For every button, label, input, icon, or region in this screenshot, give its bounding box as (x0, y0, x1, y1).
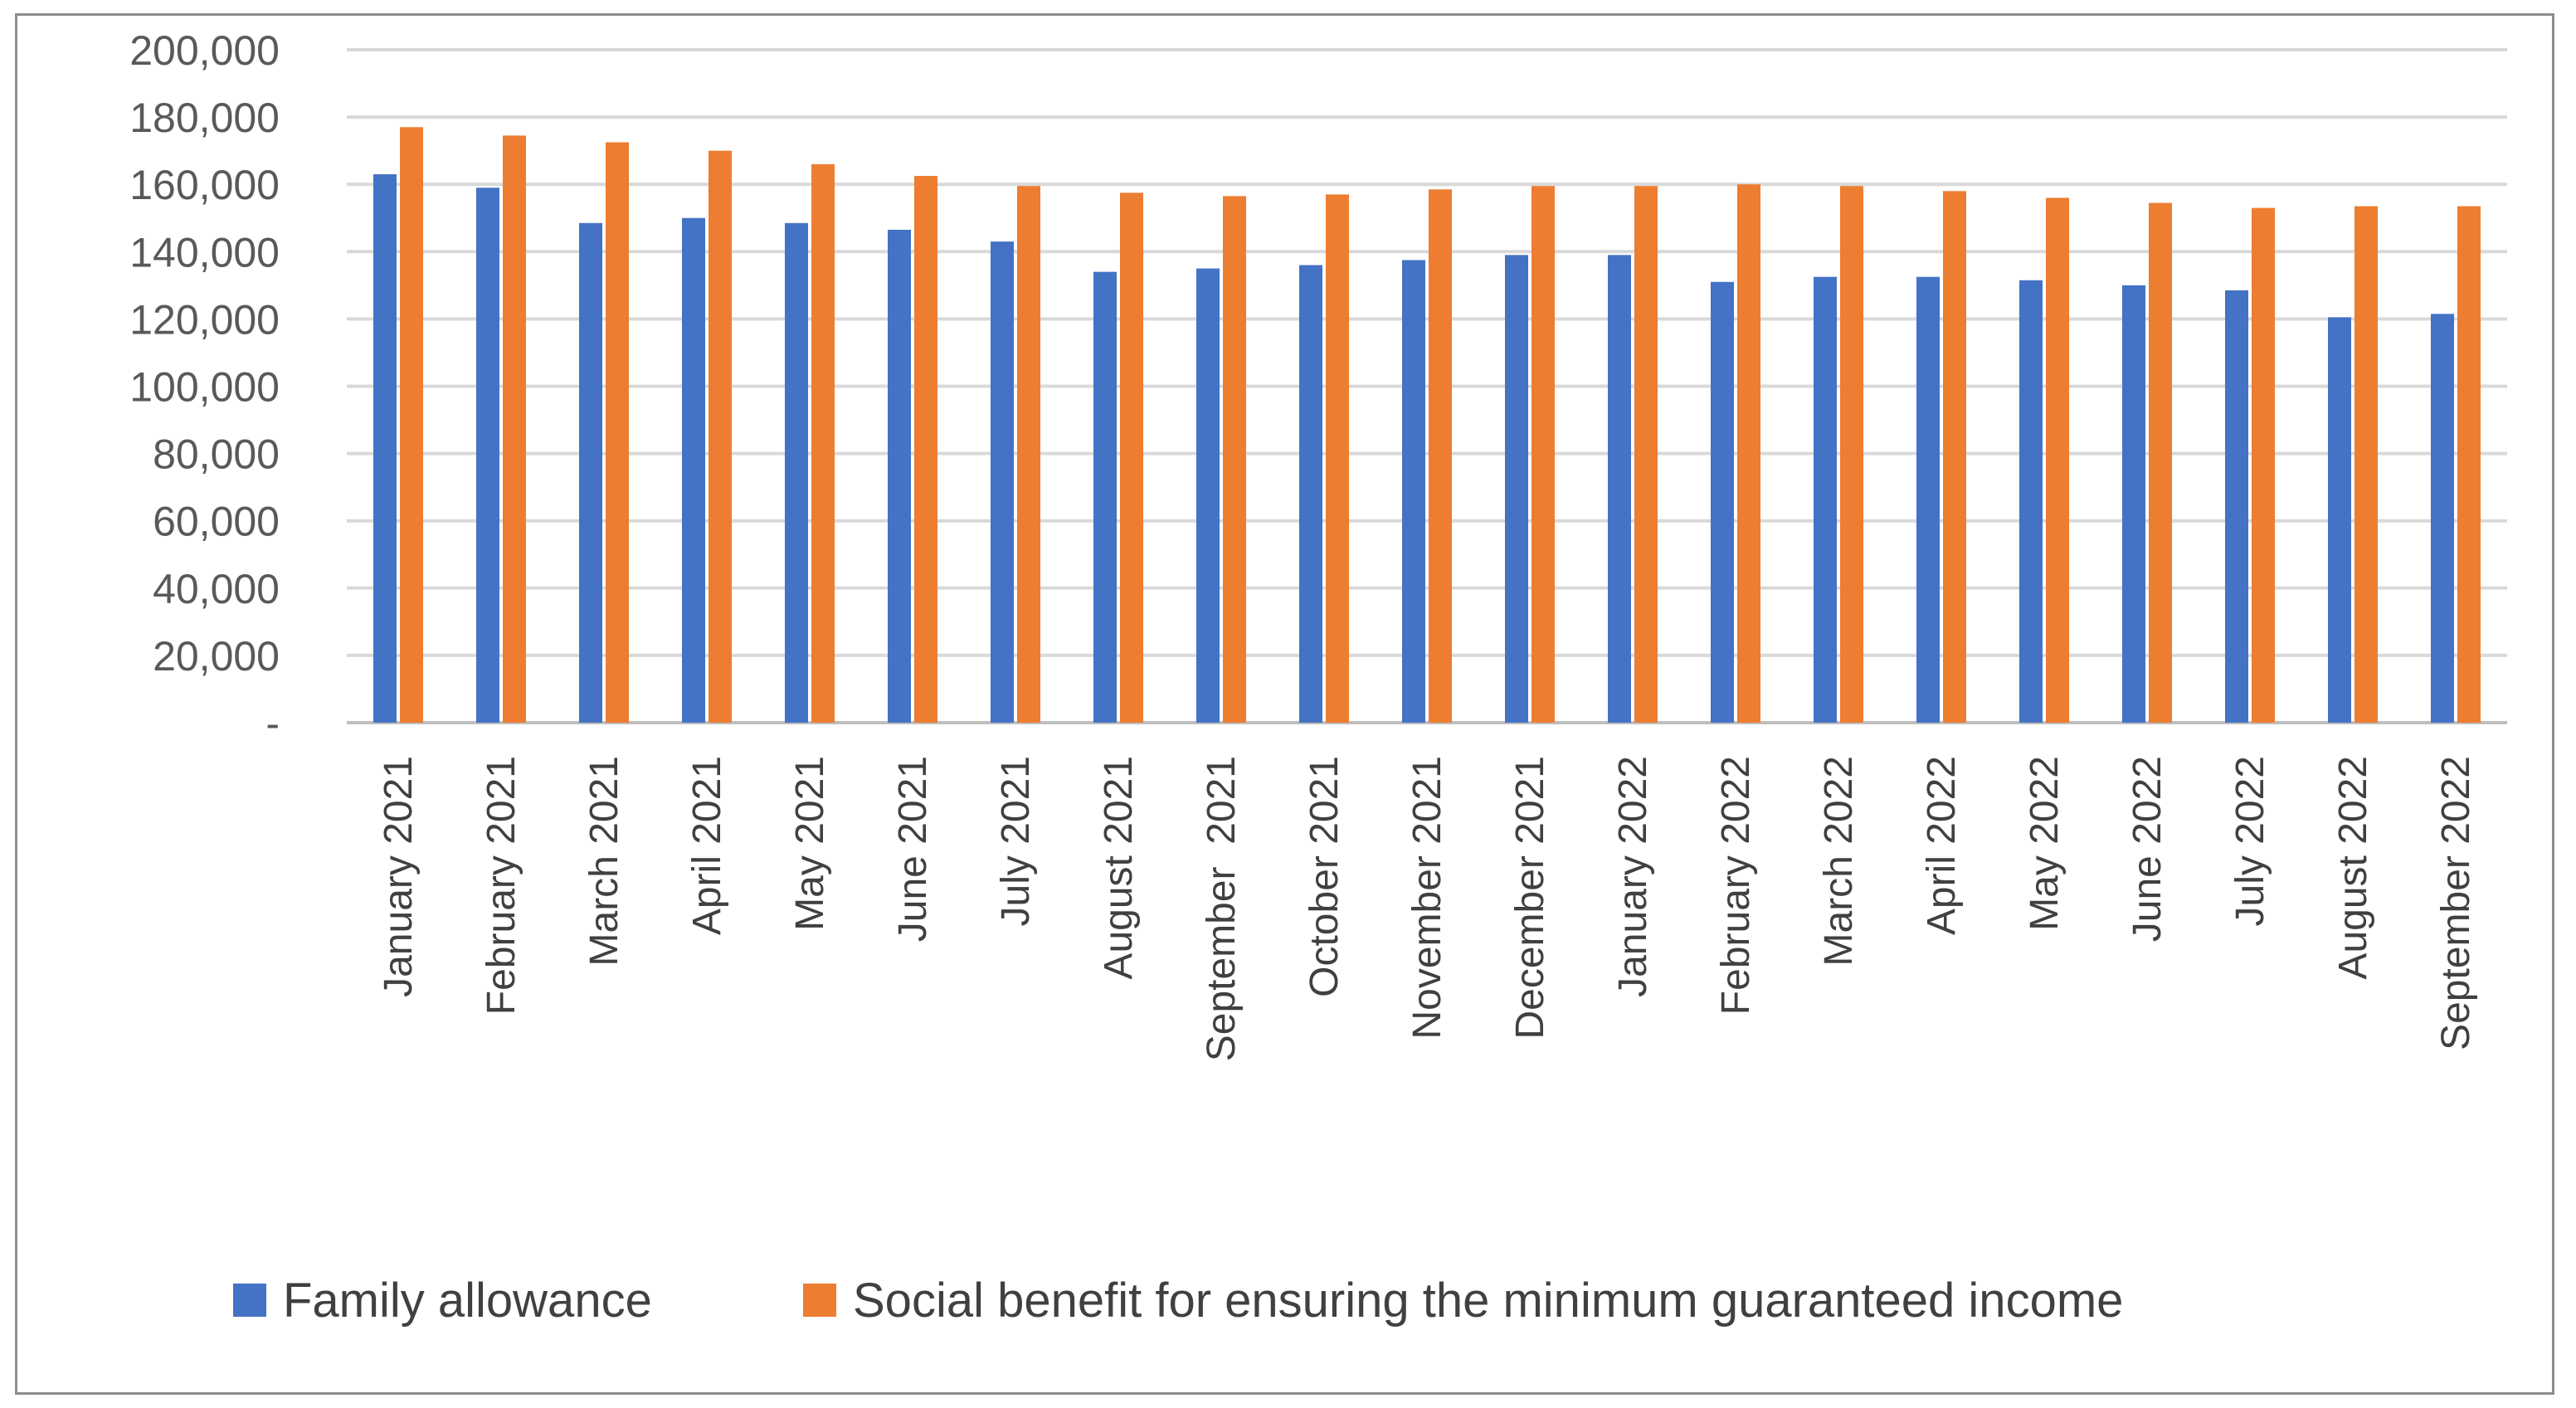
bar-social-benefit (1840, 186, 1863, 723)
x-tick-label: March 2021 (582, 756, 626, 966)
x-tick-label: July 2022 (2228, 756, 2272, 926)
bar-social-benefit (606, 142, 629, 723)
y-tick-label: 60,000 (153, 499, 280, 545)
bar-family-allowance (785, 222, 808, 723)
bar-family-allowance (579, 222, 602, 723)
x-tick-label: February 2021 (480, 756, 523, 1015)
bar-social-benefit (1223, 196, 1246, 723)
bar-social-benefit (1017, 186, 1040, 723)
bar-family-allowance (2019, 280, 2043, 723)
bar-social-benefit (2252, 207, 2275, 723)
bar-social-benefit (2149, 202, 2172, 723)
x-tick-label: November 2021 (1405, 756, 1449, 1040)
legend-swatch-family-allowance (233, 1284, 266, 1317)
bar-chart: - 20,000 40,000 60,000 80,000 100,000 120,000 1… (129, 27, 2507, 1328)
x-axis-labels: January 2021 February 2021 March 2021 April… (377, 756, 2478, 1061)
bar-social-benefit (400, 127, 423, 723)
bar-social-benefit (2046, 197, 2069, 723)
gridlines (347, 48, 2507, 724)
y-tick-label: 180,000 (129, 95, 280, 141)
y-tick-label: 200,000 (129, 27, 280, 74)
bar-family-allowance (1916, 276, 1940, 723)
x-tick-label: May 2021 (788, 756, 832, 931)
bar-social-benefit (2457, 206, 2481, 723)
bar-family-allowance (991, 241, 1014, 723)
bar-social-benefit (2354, 206, 2378, 723)
legend-swatch-social-benefit (803, 1284, 836, 1317)
x-tick-label: January 2021 (377, 756, 421, 997)
y-tick-label: 120,000 (129, 296, 280, 343)
y-tick-label: 100,000 (129, 364, 280, 411)
legend-label-social-benefit: Social benefit for ensuring the minimum … (853, 1274, 2123, 1328)
x-tick-label: March 2022 (1817, 756, 1861, 966)
x-tick-label: February 2022 (1714, 756, 1758, 1015)
x-tick-label: June 2021 (891, 756, 935, 942)
bar-social-benefit (1531, 186, 1555, 723)
y-tick-label: 40,000 (153, 566, 280, 612)
bar-family-allowance (373, 174, 397, 723)
x-tick-label: August 2021 (1097, 756, 1141, 980)
y-axis-ticks: - 20,000 40,000 60,000 80,000 100,000 120,000 1… (129, 27, 280, 747)
bar-family-allowance (1299, 265, 1322, 723)
bar-family-allowance (1093, 271, 1117, 723)
bar-family-allowance (476, 188, 499, 723)
bar-family-allowance (1814, 276, 1837, 723)
y-tick-label: 160,000 (129, 162, 280, 208)
bar-family-allowance (682, 217, 705, 723)
bar-social-benefit (914, 176, 937, 723)
bar-family-allowance (1505, 255, 1528, 723)
x-tick-label: January 2022 (1611, 756, 1655, 997)
bar-family-allowance (1402, 260, 1425, 723)
x-tick-label: June 2022 (2126, 756, 2169, 942)
bar-social-benefit (503, 135, 526, 723)
x-tick-label: July 2021 (994, 756, 1038, 926)
x-tick-label: September 2022 (2434, 756, 2478, 1050)
x-tick-label: September 2021 (1200, 756, 1244, 1061)
bar-social-benefit (1429, 189, 1452, 723)
bar-social-benefit (811, 163, 835, 723)
bar-family-allowance (1196, 268, 1220, 723)
bar-family-allowance (2431, 314, 2454, 723)
bar-social-benefit (1737, 184, 1760, 723)
bar-social-benefit (1634, 186, 1658, 723)
bar-family-allowance (1608, 255, 1631, 723)
bar-social-benefit (1120, 192, 1143, 723)
bar-family-allowance (1711, 281, 1734, 723)
x-tick-label: October 2021 (1303, 756, 1346, 997)
x-tick-label: August 2022 (2331, 756, 2375, 980)
x-tick-label: April 2022 (1920, 756, 1964, 935)
bar-social-benefit (1943, 191, 1966, 723)
bar-family-allowance (2122, 285, 2145, 723)
bars (373, 127, 2481, 723)
chart-frame: - 20,000 40,000 60,000 80,000 100,000 120,000 1… (15, 13, 2554, 1395)
legend: Family allowance Social benefit for ensur… (233, 1274, 2123, 1328)
bar-social-benefit (709, 150, 732, 723)
y-tick-label: 140,000 (129, 229, 280, 275)
y-tick-label: - (265, 700, 280, 747)
bar-family-allowance (888, 229, 911, 723)
bar-family-allowance (2328, 317, 2351, 723)
y-tick-label: 80,000 (153, 431, 280, 478)
bar-family-allowance (2225, 290, 2248, 723)
bar-social-benefit (1326, 194, 1349, 723)
x-tick-label: May 2022 (2023, 756, 2067, 931)
legend-label-family-allowance: Family allowance (283, 1274, 652, 1328)
x-tick-label: December 2021 (1508, 756, 1552, 1040)
y-tick-label: 20,000 (153, 633, 280, 680)
x-tick-label: April 2021 (685, 756, 729, 935)
